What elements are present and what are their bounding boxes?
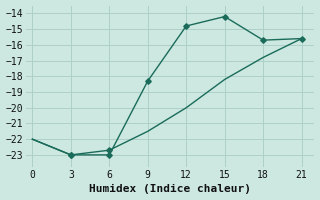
X-axis label: Humidex (Indice chaleur): Humidex (Indice chaleur) [89, 184, 251, 194]
